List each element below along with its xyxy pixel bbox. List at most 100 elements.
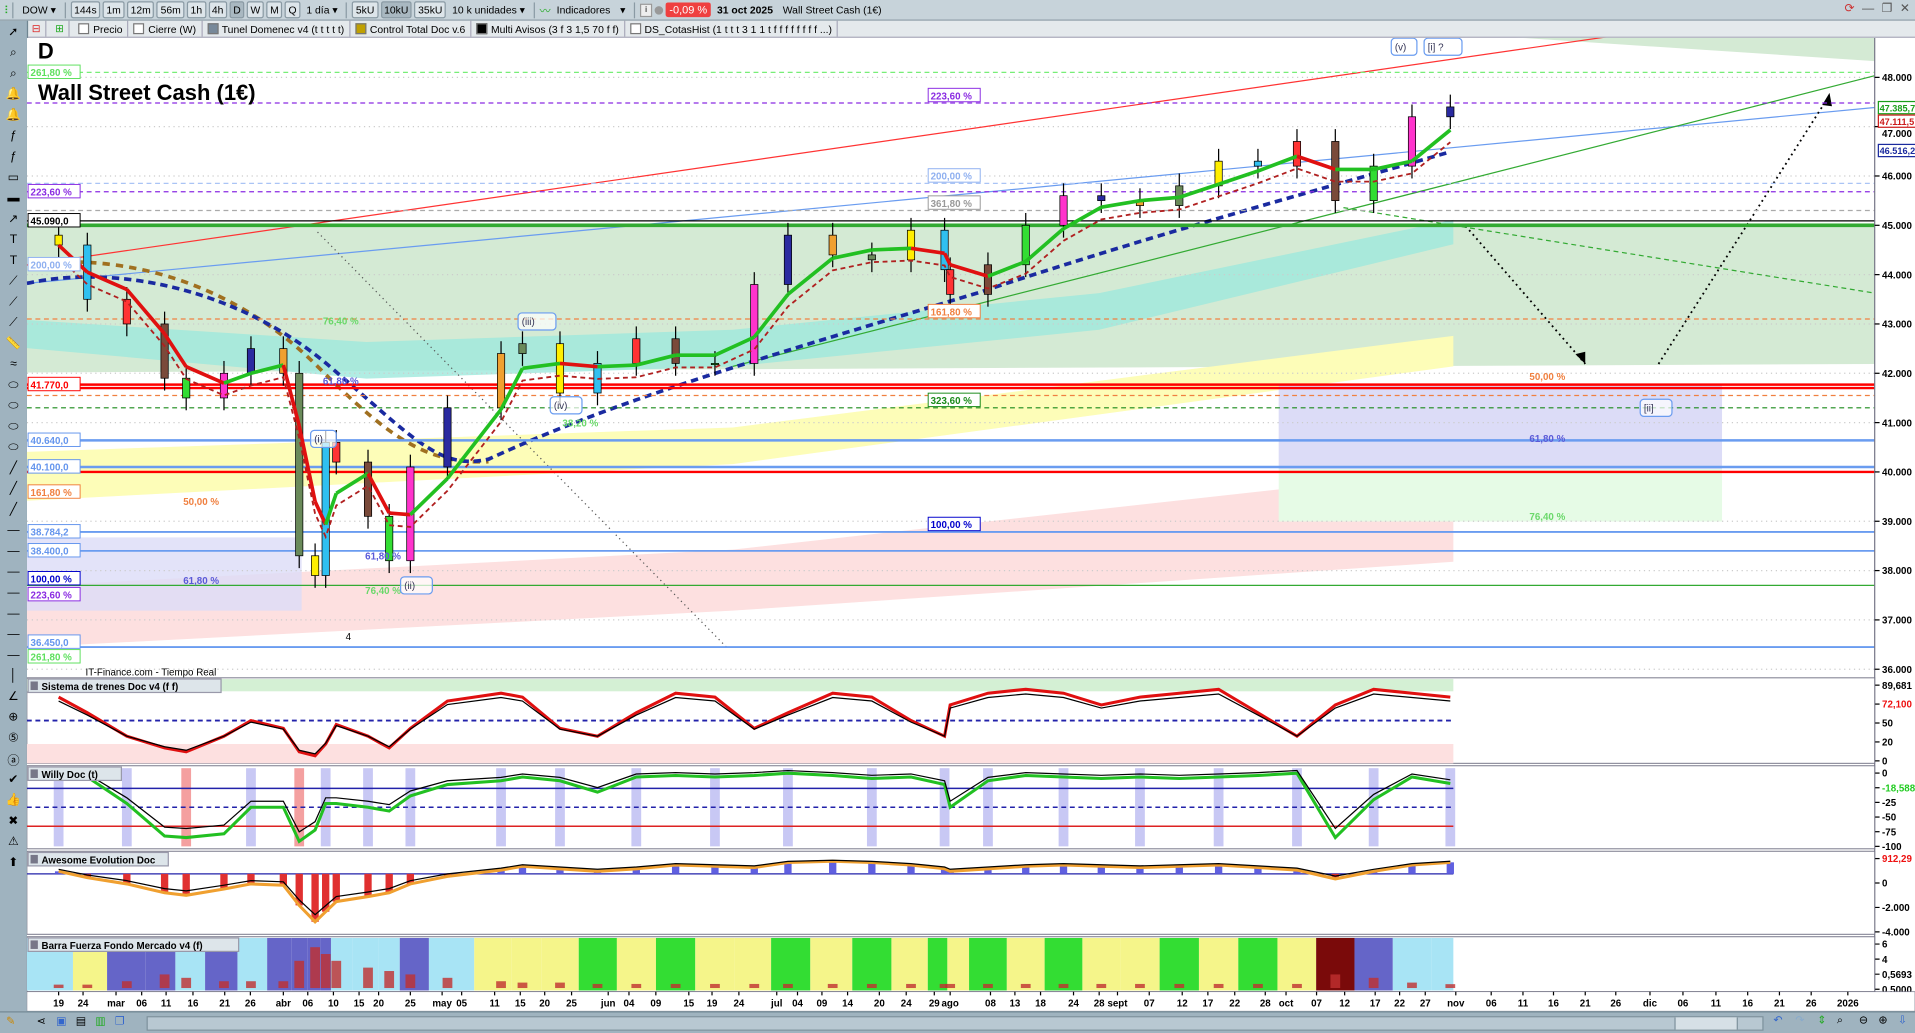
scrollbar-thumb[interactable] [1674,1017,1738,1030]
indicators-icon[interactable]: 〰 [539,4,551,17]
line-h-blue-tool-icon[interactable]: — [7,627,20,642]
add-indicator-icon[interactable]: ⊞ [50,20,70,37]
share-icon[interactable]: ⋖ [36,1014,46,1028]
alert-tool-icon[interactable]: 🔔 [5,108,22,123]
cross-tool-icon[interactable]: ✖ [8,814,19,829]
panel-title[interactable]: Barra Fuerza Fondo Mercado v4 (f) [27,937,240,953]
legend-item[interactable]: Multi Avisos (3 f 3 1,5 70 f f) [471,20,625,37]
compare-icon[interactable]: ▥ [95,1014,106,1028]
arrow-tool-icon[interactable]: ↗ [8,212,19,226]
wave-label[interactable]: [i] ? [1423,37,1463,56]
text-tool-icon[interactable]: T [9,233,18,247]
wave-label[interactable]: (iii) [517,312,557,331]
abc-wave-tool-icon[interactable]: ⓐ [7,754,20,769]
segment-tool-icon[interactable]: ⟋ [9,274,18,289]
legend-item[interactable]: DS_CotasHist (1 t t t 3 1 1 t f f f f f … [625,20,839,37]
zoom-tool-icon[interactable]: ⌕ [9,46,17,60]
units-select[interactable]: 10 k unidades ▾ [452,3,525,16]
angle-tool-icon[interactable]: ∠ [7,690,19,704]
restore-icon[interactable]: ❐ [1881,2,1893,16]
refresh-icon[interactable]: ⟳ [1844,2,1855,16]
warning-tool-icon[interactable]: ⚠ [7,835,19,849]
panel-title[interactable]: Awesome Evolution Doc [27,851,169,867]
legend-checkbox[interactable] [629,23,641,35]
zoom-fit-icon[interactable]: ⌕ [1836,1013,1843,1026]
indicator-panel[interactable]: Willy Doc (t) [26,765,1876,850]
legend-checkbox[interactable] [207,23,219,35]
line-red-tool-icon[interactable]: ⟋ [9,316,18,330]
timeframe-12m[interactable]: 12m [126,1,155,19]
line-h-green-tool-icon[interactable]: — [7,586,20,600]
legend-checkbox[interactable] [476,23,488,35]
price-axis[interactable]: 49.00048.00047.00046.00045.00044.00043.0… [1874,37,1915,1012]
circle-target-tool-icon[interactable]: ⊕ [8,710,19,725]
unit-10kU[interactable]: 10kU [380,1,413,19]
download-icon[interactable]: ⇩ [1897,1013,1908,1026]
pattern-tool-icon[interactable]: ≈ [10,357,17,372]
legend-checkbox[interactable] [78,23,90,35]
wave-label[interactable]: [ii] [1639,398,1673,417]
fibo-level-tool-icon[interactable]: ƒ [10,150,17,164]
check-tool-icon[interactable]: ✔ [8,773,19,787]
ellipse-red-tool-icon[interactable]: ⬭ [8,378,19,393]
windows-icon[interactable]: ❐ [114,1014,125,1028]
zoom-out-icon[interactable]: ⊖ [1858,1013,1869,1026]
indicator-panel[interactable]: Awesome Evolution Doc [26,850,1876,935]
remove-indicator-icon[interactable]: ⊟ [27,20,47,37]
ellipse-green-tool-icon[interactable]: ⬭ [8,420,19,434]
unit-35kU[interactable]: 35kU [414,1,447,19]
panel-title[interactable]: Willy Doc (t) [27,766,123,782]
line-h-black-tool-icon[interactable]: — [7,523,20,538]
legend-item[interactable]: Precio [74,20,129,37]
elliott-wave-tool-icon[interactable]: ⑤ [7,731,19,745]
rectangle-tool-icon[interactable]: ▭ [7,170,20,185]
line-red2-tool-icon[interactable]: ╱ [9,503,18,517]
line-h-lime-tool-icon[interactable]: — [7,565,20,579]
timeframe-1m[interactable]: 1m [102,1,125,19]
autoscale-icon[interactable]: ⇕ [1817,1013,1827,1026]
wave-label[interactable]: (i) [310,429,337,449]
legend-item[interactable]: Control Total Doc v.6 [350,20,472,37]
panel-title[interactable]: Sistema de trenes Doc v4 (f f) [27,678,222,694]
unit-5kU[interactable]: 5kU [352,1,379,19]
legend-item[interactable]: Cierre (W) [129,20,203,37]
info-icon[interactable]: i [640,3,653,17]
date-axis[interactable]: 19 24 mar 06 11 16 21 26 abr 06 10 15 20 25 may 05 11 15 2… [26,991,1915,1012]
line-green2-tool-icon[interactable]: ╱ [9,482,18,496]
filled-rectangle-tool-icon[interactable]: ▬ [7,191,20,206]
ellipse-lime-tool-icon[interactable]: ⬭ [8,440,19,455]
symbol-select[interactable]: DOW ▾ [22,3,56,16]
line-black-tool-icon[interactable]: ╱ [9,461,18,476]
horizontal-scrollbar[interactable] [146,1016,1764,1031]
line-h-red-tool-icon[interactable]: — [7,606,20,621]
timeframe-144s[interactable]: 144s [70,1,101,19]
indicators-dropdown[interactable]: ▾ [620,3,626,16]
period-select[interactable]: 1 día ▾ [306,3,338,16]
indicator-panel[interactable]: Barra Fuerza Fondo Mercado v4 (f) [26,936,1876,993]
pencil-icon[interactable]: ✎ [6,1014,16,1028]
timeframe-Q[interactable]: Q [284,1,301,19]
legend-item[interactable]: Tunel Domenec v4 (t t t t t) [202,20,351,37]
timeframe-M[interactable]: M [266,1,283,19]
close-icon[interactable]: ✕ [1899,2,1911,16]
chart-type-icon[interactable]: ⫶ [4,3,8,16]
line-v-tool-icon[interactable]: │ [9,669,18,683]
arrow-up-tool-icon[interactable]: ⬆ [8,856,19,870]
report-icon[interactable]: ▤ [75,1014,87,1028]
line-green-tool-icon[interactable]: ⟋ [9,295,18,309]
timeframe-4h[interactable]: 4h [208,1,228,19]
legend-checkbox[interactable] [133,23,145,35]
zoom-in-icon[interactable]: ⊕ [1878,1013,1888,1026]
timeframe-1h[interactable]: 1h [186,1,206,19]
undo-icon[interactable]: ↶ [1773,1013,1783,1026]
zoom-area-tool-icon[interactable]: ⌕ [9,67,17,81]
minimize-icon[interactable]: — [1862,2,1875,16]
chat-icon[interactable]: ▣ [56,1014,67,1028]
thumbs-up-tool-icon[interactable]: 👍 [5,793,22,808]
timeframe-W[interactable]: W [246,1,264,19]
ellipse-brown-tool-icon[interactable]: ⬭ [8,399,19,413]
indicators-button[interactable]: Indicadores [556,3,611,16]
line-h-salmon-tool-icon[interactable]: — [7,544,20,559]
wave-label[interactable]: (v) [1390,37,1418,56]
